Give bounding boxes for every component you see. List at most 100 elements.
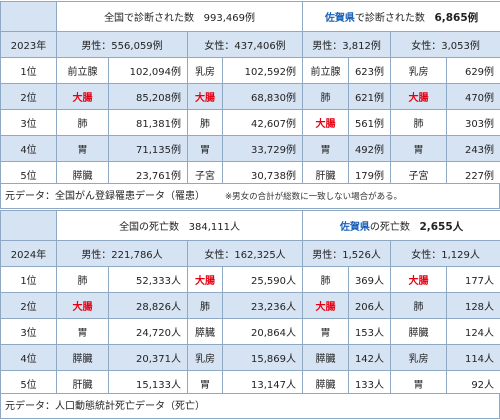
mortality-year: 2024年 [0, 240, 57, 267]
value-cell: 102,592例 [221, 57, 304, 84]
value-cell: 177人 [446, 266, 500, 293]
site-cell: 膵臓 [302, 370, 350, 397]
site-cell: 乳房 [187, 57, 223, 84]
site-cell: 大腸 [56, 83, 109, 110]
value-cell: 92人 [446, 370, 500, 397]
site-cell: 大腸 [302, 292, 350, 319]
site-cell: 大腸 [187, 83, 223, 110]
site-cell: 大腸 [187, 266, 223, 293]
table-row: 4位 膵臓 20,371人 乳房 15,869人 膵臓 142人 乳房 114人 [0, 344, 500, 371]
value-cell: 15,869人 [221, 344, 304, 371]
site-cell: 胃 [302, 318, 350, 345]
value-cell: 153人 [348, 318, 392, 345]
value-cell: 20,864人 [221, 318, 304, 345]
site-cell: 膵臓 [56, 344, 109, 371]
value-cell: 42,607例 [221, 109, 304, 136]
incidence-note: ※男女の合計が総数に一致しない場合がある。 [225, 192, 403, 202]
mortality-nat-female: 女性：162,325人 [186, 240, 304, 267]
site-cell: 膵臓 [390, 318, 448, 345]
value-cell: 24,720人 [108, 318, 188, 345]
value-cell: 492例 [348, 135, 392, 162]
value-cell: 114人 [446, 344, 500, 371]
value-cell: 243例 [446, 135, 500, 162]
value-cell: 33,729例 [221, 135, 304, 162]
site-cell: 胃 [302, 135, 350, 162]
value-cell: 15,133人 [108, 370, 188, 397]
value-cell: 623例 [348, 57, 392, 84]
value-cell: 124人 [446, 318, 500, 345]
rank-cell: 2位 [0, 292, 57, 319]
mortality-nat-male: 男性：221,786人 [56, 240, 188, 267]
site-cell: 肝臓 [56, 370, 109, 397]
table-row: 3位胃 24,720人 膵臓 20,864人胃 153人 膵臓 124人 [0, 318, 500, 345]
value-cell: 85,208例 [108, 83, 188, 110]
site-cell: 肺 [302, 266, 350, 293]
rank-cell: 1位 [0, 266, 57, 293]
site-cell: 胃 [56, 135, 109, 162]
incidence-pref-header: 佐賀県で診断された数 6,865例 [302, 1, 500, 32]
incidence-national-header: 全国で診断された数 993,469例 [55, 1, 304, 32]
site-cell: 肺 [390, 292, 448, 319]
table-row: 1位 前立腺 102,094例 乳房 102,592例 前立腺 623例 乳房 629例 [0, 57, 500, 84]
site-cell: 胃 [187, 135, 223, 162]
value-cell: 629例 [446, 57, 500, 84]
site-cell: 乳房 [390, 57, 448, 84]
value-cell: 28,826人 [108, 292, 188, 319]
site-cell: 前立腺 [302, 57, 350, 84]
value-cell: 561例 [348, 109, 392, 136]
table-row: 1位肺 52,333人 大腸 25,590人肺 369人 大腸 177人 [0, 266, 500, 293]
rank-cell: 1位 [0, 57, 57, 84]
mortality-table: 全国の死亡数 384,111人 佐賀県の死亡数 2,655人 2024年 男性：… [0, 210, 500, 397]
site-cell: 肺 [187, 292, 223, 319]
site-cell: 胃 [390, 135, 448, 162]
value-cell: 68,830例 [221, 83, 304, 110]
mortality-pref-header: 佐賀県の死亡数 2,655人 [302, 210, 500, 241]
rank-cell: 5位 [0, 370, 57, 397]
mortality-pref-male: 男性：1,526人 [302, 240, 392, 267]
value-cell: 23,236人 [221, 292, 304, 319]
value-cell: 206人 [348, 292, 392, 319]
table-row: 3位肺 81,381例肺 42,607例 大腸 561例肺 303例 [0, 109, 500, 136]
value-cell: 303例 [446, 109, 500, 136]
site-cell: 乳房 [390, 344, 448, 371]
value-cell: 20,371人 [108, 344, 188, 371]
mortality-national-header: 全国の死亡数 384,111人 [55, 210, 304, 241]
site-cell: 乳房 [187, 344, 223, 371]
site-cell: 大腸 [302, 109, 350, 136]
table-row: 5位 肝臓 15,133人胃 13,147人 膵臓 133人胃 92人 [0, 370, 500, 397]
mortality-source: 元データ：人口動態統計死亡データ（死亡） [0, 393, 500, 419]
mortality-pref-female: 女性：1,129人 [390, 240, 500, 267]
value-cell: 369人 [348, 266, 392, 293]
value-cell: 102,094例 [108, 57, 188, 84]
site-cell: 肺 [390, 109, 448, 136]
site-cell: 大腸 [56, 292, 109, 319]
value-cell: 25,590人 [221, 266, 304, 293]
site-cell: 大腸 [390, 83, 448, 110]
value-cell: 621例 [348, 83, 392, 110]
incidence-year: 2023年 [0, 31, 57, 58]
site-cell: 肺 [302, 83, 350, 110]
rank-cell: 3位 [0, 318, 57, 345]
value-cell: 470例 [446, 83, 500, 110]
site-cell: 前立腺 [56, 57, 109, 84]
value-cell: 52,333人 [108, 266, 188, 293]
incidence-nat-female: 女性：437,406例 [186, 31, 304, 58]
site-cell: 胃 [56, 318, 109, 345]
table-row: 2位 大腸 28,826人肺 23,236人 大腸 206人肺 128人 [0, 292, 500, 319]
site-cell: 大腸 [390, 266, 448, 293]
incidence-source: 元データ：全国がん登録罹患データ（罹患） ※男女の合計が総数に一致しない場合がある… [0, 183, 500, 209]
site-cell: 胃 [187, 370, 223, 397]
incidence-nat-male: 男性：556,059例 [56, 31, 188, 58]
incidence-pref-female: 女性：3,053例 [390, 31, 500, 58]
rank-cell: 4位 [0, 135, 57, 162]
rank-cell: 2位 [0, 83, 57, 110]
site-cell: 胃 [390, 370, 448, 397]
rank-cell: 3位 [0, 109, 57, 136]
site-cell: 肺 [56, 266, 109, 293]
incidence-table: 全国で診断された数 993,469例 佐賀県で診断された数 6,865例 202… [0, 1, 500, 188]
value-cell: 81,381例 [108, 109, 188, 136]
value-cell: 71,135例 [108, 135, 188, 162]
value-cell: 142人 [348, 344, 392, 371]
value-cell: 128人 [446, 292, 500, 319]
rank-cell: 4位 [0, 344, 57, 371]
